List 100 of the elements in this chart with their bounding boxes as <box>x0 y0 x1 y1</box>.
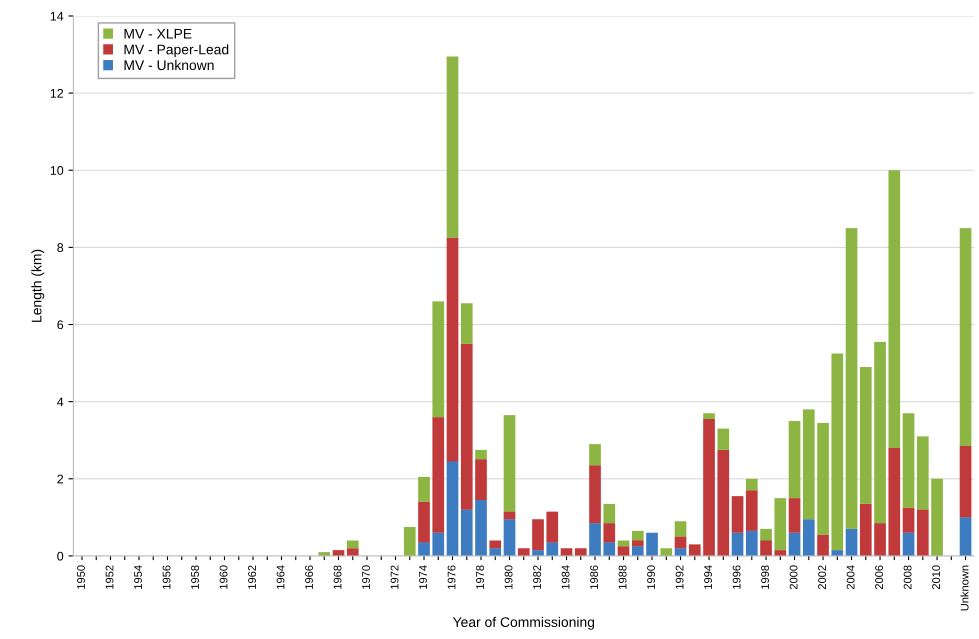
bar <box>603 504 616 524</box>
bar <box>788 532 800 556</box>
bar <box>504 415 516 512</box>
bar <box>916 436 929 510</box>
x-tick-label: 1970 <box>362 565 370 589</box>
bar <box>460 303 473 344</box>
bar <box>574 548 587 556</box>
bar <box>546 542 558 556</box>
bar <box>446 56 458 238</box>
x-tick-label: 1958 <box>191 565 199 589</box>
bar <box>846 228 858 529</box>
bar <box>346 540 359 548</box>
legend-label: MV - Paper-Lead <box>124 44 228 58</box>
bar <box>603 523 616 542</box>
bar <box>646 532 658 556</box>
x-tick-label: 1980 <box>504 565 512 589</box>
x-axis-title: Year of Commissioning <box>452 616 594 630</box>
bar <box>717 450 730 556</box>
bar <box>432 417 444 533</box>
legend-label: MV - XLPE <box>124 28 192 39</box>
bar <box>831 353 844 550</box>
bar <box>346 548 359 556</box>
y-tick-label: 2 <box>57 474 64 484</box>
x-tick-label: 1984 <box>562 565 570 589</box>
x-tick-label: 1952 <box>106 566 114 589</box>
bar <box>732 532 744 556</box>
x-tick-label: 1950 <box>77 565 85 589</box>
y-axis-title: Length (km) <box>31 250 44 322</box>
bar <box>589 444 601 466</box>
bar <box>902 532 914 556</box>
y-tick-label: 0 <box>57 552 64 561</box>
bar <box>902 508 914 533</box>
bar <box>418 542 430 556</box>
bar <box>460 344 473 510</box>
x-tick-label: 2008 <box>904 565 912 590</box>
y-tick-label: 6 <box>57 320 64 330</box>
bar <box>674 548 686 556</box>
legend-label: MV - Unknown <box>124 60 214 70</box>
bar <box>831 550 844 556</box>
y-tick-label: 14 <box>50 12 64 21</box>
x-tick-label: 1964 <box>276 565 284 589</box>
bar <box>560 548 572 556</box>
bar <box>475 500 487 556</box>
bar <box>489 548 502 556</box>
bar <box>788 498 800 533</box>
bar <box>532 550 544 556</box>
bar <box>489 540 502 548</box>
bar <box>874 523 886 556</box>
x-tick-label: 1974 <box>419 565 427 589</box>
bar <box>746 478 758 490</box>
x-tick-label: 1982 <box>533 566 541 589</box>
x-tick-label: 1990 <box>647 565 656 589</box>
x-tick-label: 1998 <box>761 565 770 589</box>
bar <box>888 448 900 556</box>
bar <box>446 238 458 462</box>
x-tick-label: 1960 <box>220 565 228 589</box>
bar <box>460 510 473 556</box>
x-tick-label: 1992 <box>676 566 684 589</box>
bar <box>504 512 516 520</box>
bar <box>874 342 886 524</box>
bar <box>418 476 430 502</box>
bar <box>960 517 972 556</box>
bar <box>916 510 929 556</box>
bar <box>674 536 686 548</box>
bar <box>760 540 772 556</box>
x-tick-label: 1962 <box>248 566 256 589</box>
bar <box>404 527 416 556</box>
y-tick-label: 10 <box>50 166 64 175</box>
bar <box>632 530 644 541</box>
bar <box>446 461 458 556</box>
x-tick-label: 1972 <box>390 566 398 589</box>
bar <box>518 548 530 556</box>
bar <box>888 170 900 448</box>
bar <box>846 528 858 556</box>
bar <box>732 496 744 533</box>
x-tick-label: 1988 <box>618 565 627 589</box>
x-tick-label: 1976 <box>448 565 456 589</box>
bar <box>504 519 516 556</box>
bar <box>632 546 644 556</box>
bar <box>817 534 829 556</box>
x-tick-label: 1968 <box>334 565 342 589</box>
bar <box>418 502 430 542</box>
x-tick-label: 1966 <box>305 565 313 589</box>
bar <box>802 409 815 520</box>
bar <box>688 544 701 556</box>
bar <box>432 301 444 418</box>
bar <box>589 465 601 524</box>
bar <box>774 550 786 556</box>
x-tick-label: 2000 <box>790 565 798 590</box>
bar <box>532 519 544 550</box>
bar <box>817 422 829 535</box>
bar <box>860 504 872 556</box>
x-tick-label: 1986 <box>590 565 598 589</box>
x-tick-label: 2004 <box>846 565 855 590</box>
x-tick-label: 1954 <box>134 565 142 589</box>
y-tick-label: 4 <box>57 398 64 406</box>
bar <box>788 420 800 498</box>
bar <box>746 530 758 556</box>
bar <box>960 446 972 518</box>
x-tick-label: 2002 <box>818 566 826 590</box>
